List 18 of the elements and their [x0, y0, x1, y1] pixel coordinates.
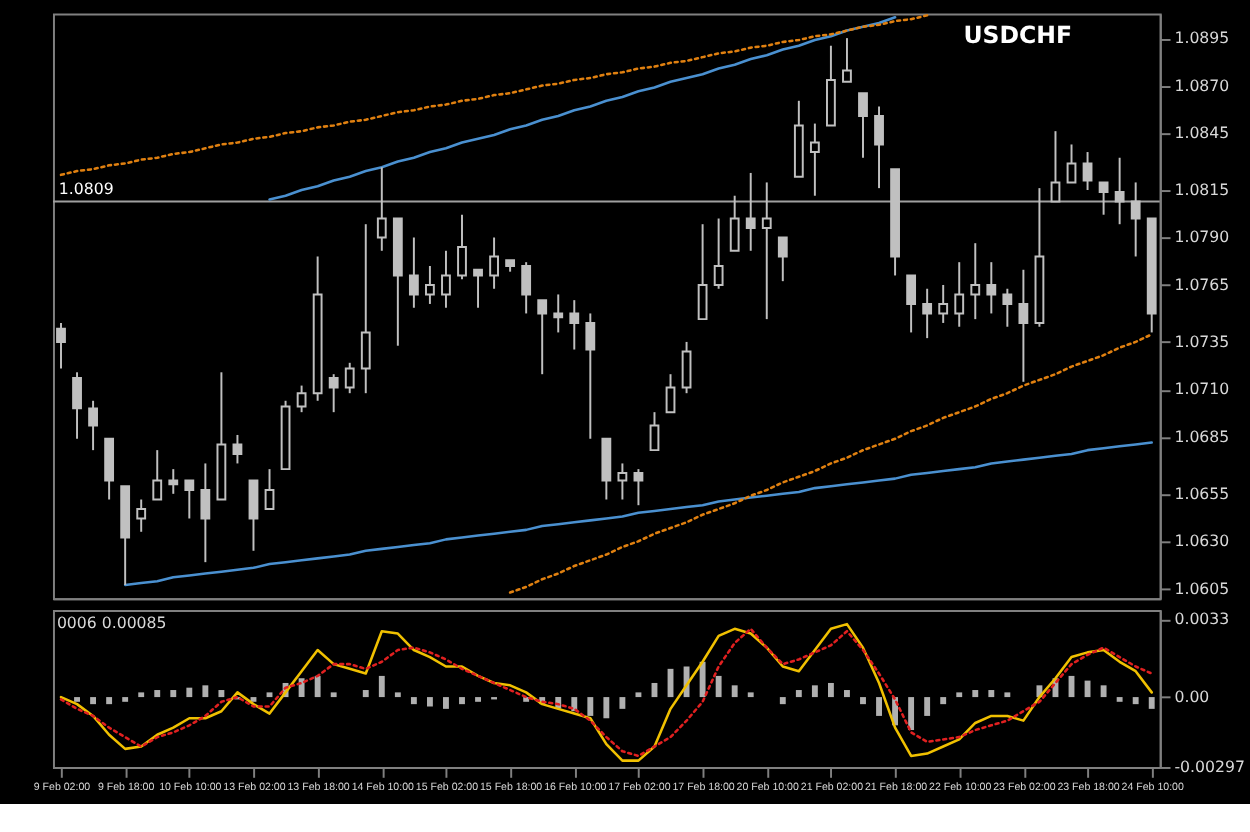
- y-tick-label: 1.0735: [1174, 332, 1230, 351]
- y-tick-label: 1.0815: [1174, 180, 1230, 199]
- ref-line-label: 1.0809: [58, 179, 114, 198]
- y-tick-label: 0.0033: [1174, 610, 1230, 629]
- y-tick-label: 1.0790: [1174, 228, 1230, 247]
- y-tick-label: 1.0655: [1174, 484, 1230, 503]
- annotation: 0006 0.00085: [56, 613, 167, 632]
- y-tick-label: -0.00297: [1174, 757, 1245, 776]
- y-tick-label: 1.0845: [1174, 123, 1230, 142]
- y-tick-label: 1.0605: [1174, 579, 1230, 598]
- y-tick-label: 1.0630: [1174, 532, 1230, 551]
- chart-title: USDCHF: [963, 20, 1073, 49]
- y-tick-label: 1.0870: [1174, 76, 1230, 95]
- y-tick-label: 1.0765: [1174, 275, 1230, 294]
- y-tick-label: 1.0685: [1174, 427, 1230, 446]
- y-tick-label: 1.0710: [1174, 380, 1230, 399]
- y-tick-label: 1.0895: [1174, 29, 1230, 48]
- y-tick-label: 0.00: [1174, 688, 1210, 706]
